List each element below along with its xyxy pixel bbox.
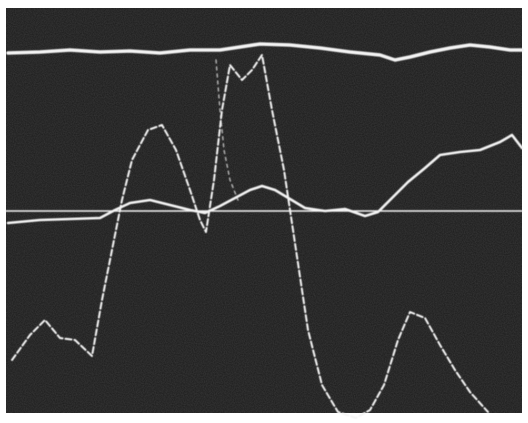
oscilloscope-photo xyxy=(0,0,528,423)
